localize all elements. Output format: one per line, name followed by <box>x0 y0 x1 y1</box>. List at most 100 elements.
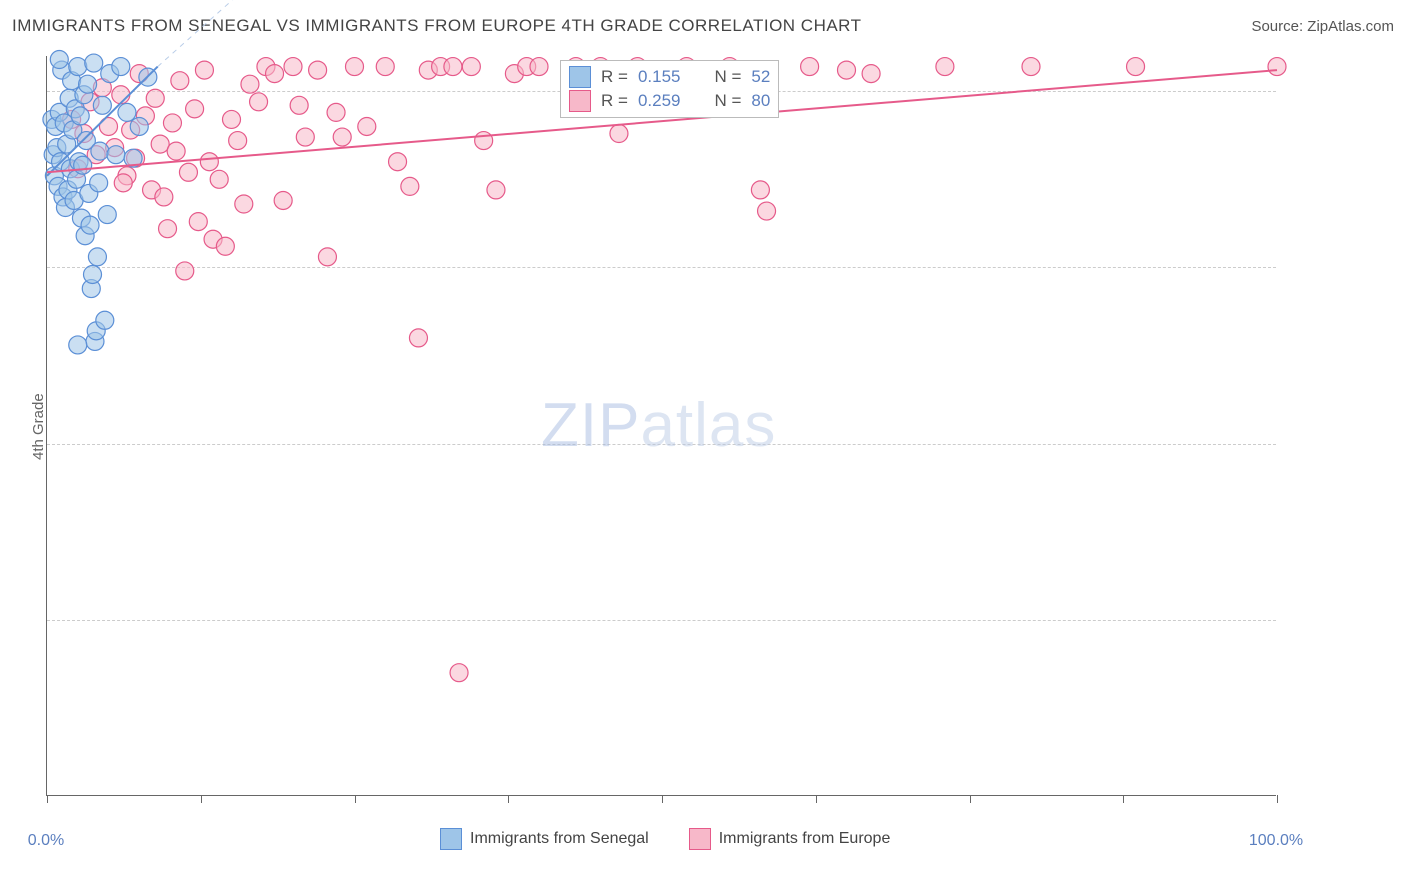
data-point <box>801 58 819 76</box>
data-point <box>751 181 769 199</box>
data-point <box>85 54 103 72</box>
data-point <box>163 114 181 132</box>
corr-r-value: 0.155 <box>638 67 681 87</box>
data-point <box>91 142 109 160</box>
data-point <box>530 58 548 76</box>
correlation-legend-box: R =0.155N =52R =0.259N =80 <box>560 60 779 118</box>
data-point <box>179 163 197 181</box>
data-point <box>450 664 468 682</box>
data-point <box>250 93 268 111</box>
plot-area: ZIPatlas <box>46 56 1276 796</box>
data-point <box>401 177 419 195</box>
data-point <box>195 61 213 79</box>
corr-r-value: 0.259 <box>638 91 681 111</box>
chart-title: IMMIGRANTS FROM SENEGAL VS IMMIGRANTS FR… <box>12 16 862 36</box>
data-point <box>112 86 130 104</box>
y-axis-label: 4th Grade <box>30 393 47 460</box>
data-point <box>758 202 776 220</box>
source-attribution: Source: ZipAtlas.com <box>1251 18 1394 35</box>
data-point <box>487 181 505 199</box>
corr-row: R =0.259N =80 <box>569 89 770 113</box>
data-point <box>1127 58 1145 76</box>
corr-n-label: N = <box>714 91 741 111</box>
data-point <box>327 103 345 121</box>
x-tick <box>662 795 663 803</box>
data-point <box>176 262 194 280</box>
corr-r-label: R = <box>601 67 628 87</box>
data-point <box>167 142 185 160</box>
data-point <box>462 58 480 76</box>
data-point <box>274 191 292 209</box>
legend-label: Immigrants from Europe <box>719 830 891 848</box>
data-point <box>69 58 87 76</box>
data-point <box>409 329 427 347</box>
legend-item: Immigrants from Europe <box>689 828 891 850</box>
data-point <box>98 206 116 224</box>
corr-n-label: N = <box>714 67 741 87</box>
x-tick <box>47 795 48 803</box>
data-point <box>358 117 376 135</box>
x-tick <box>201 795 202 803</box>
data-point <box>130 117 148 135</box>
data-point <box>118 103 136 121</box>
legend-swatch <box>440 828 462 850</box>
data-point <box>81 216 99 234</box>
legend-swatch <box>689 828 711 850</box>
data-point <box>79 75 97 93</box>
corr-n-value: 52 <box>751 67 770 87</box>
data-point <box>318 248 336 266</box>
data-point <box>171 72 189 90</box>
data-point <box>241 75 259 93</box>
data-point <box>159 220 177 238</box>
data-point <box>88 248 106 266</box>
data-point <box>155 188 173 206</box>
bottom-legend: Immigrants from Senegal Immigrants from E… <box>440 828 890 850</box>
data-point <box>71 107 89 125</box>
series-1 <box>63 58 1286 682</box>
data-point <box>346 58 364 76</box>
data-point <box>90 174 108 192</box>
data-point <box>936 58 954 76</box>
data-point <box>284 58 302 76</box>
data-point <box>333 128 351 146</box>
data-point <box>309 61 327 79</box>
x-tick <box>508 795 509 803</box>
data-point <box>389 153 407 171</box>
series-swatch <box>569 90 591 112</box>
data-point <box>151 135 169 153</box>
data-point <box>50 51 68 69</box>
x-tick <box>1277 795 1278 803</box>
x-axis-label: 0.0% <box>28 832 64 850</box>
data-point <box>186 100 204 118</box>
legend-label: Immigrants from Senegal <box>470 830 649 848</box>
data-point <box>189 213 207 231</box>
data-point <box>223 110 241 128</box>
data-point <box>107 146 125 164</box>
data-point <box>610 125 628 143</box>
x-tick <box>970 795 971 803</box>
title-bar: IMMIGRANTS FROM SENEGAL VS IMMIGRANTS FR… <box>12 16 1394 36</box>
data-point <box>1268 58 1286 76</box>
x-tick <box>1123 795 1124 803</box>
data-point <box>114 174 132 192</box>
data-point <box>1022 58 1040 76</box>
data-point <box>112 58 130 76</box>
data-point <box>266 65 284 83</box>
data-point <box>69 336 87 354</box>
data-point <box>229 132 247 150</box>
x-axis-label: 100.0% <box>1249 832 1303 850</box>
data-point <box>296 128 314 146</box>
data-point <box>444 58 462 76</box>
legend-item: Immigrants from Senegal <box>440 828 649 850</box>
data-point <box>146 89 164 107</box>
data-point <box>200 153 218 171</box>
corr-n-value: 80 <box>751 91 770 111</box>
data-point <box>210 170 228 188</box>
series-swatch <box>569 66 591 88</box>
x-tick <box>355 795 356 803</box>
data-point <box>475 132 493 150</box>
data-point <box>235 195 253 213</box>
scatter-svg <box>47 56 1277 796</box>
data-point <box>290 96 308 114</box>
data-point <box>93 96 111 114</box>
